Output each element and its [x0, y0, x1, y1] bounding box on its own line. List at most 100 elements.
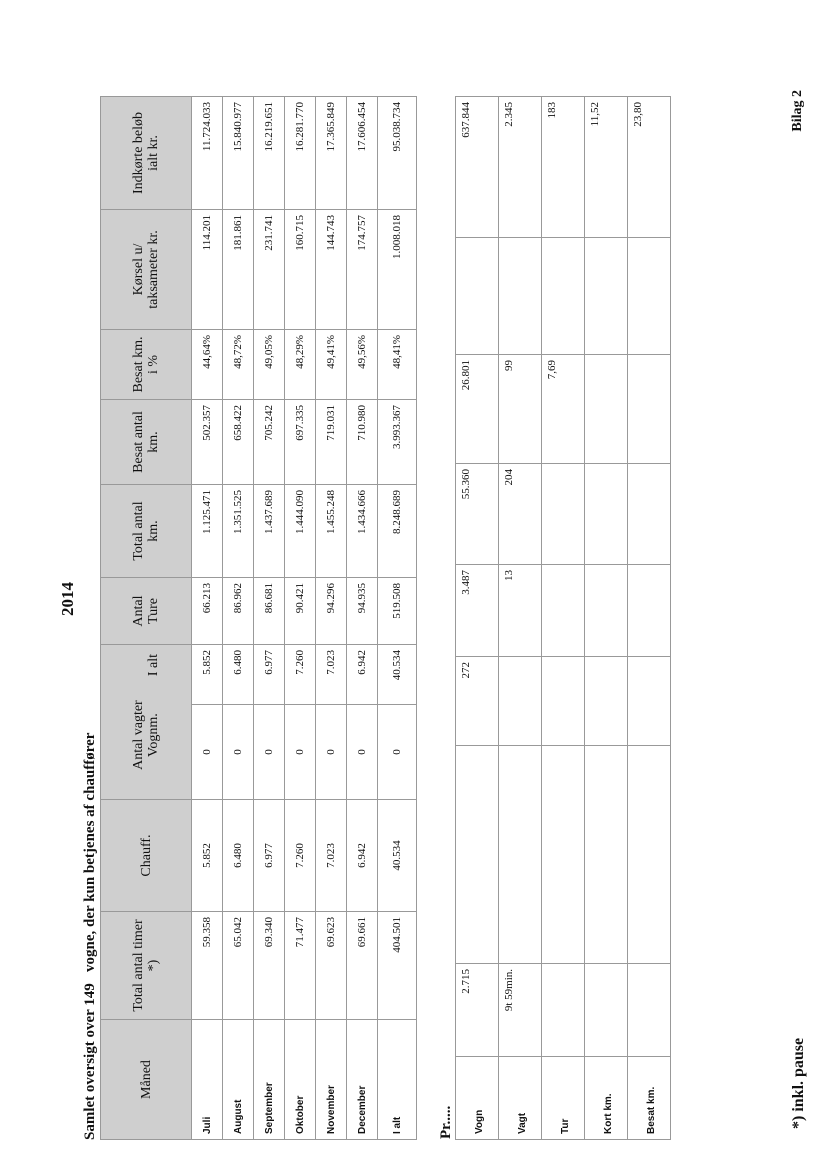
cell-rev: 11,52	[584, 96, 628, 238]
cell-pct: 48,72%	[222, 329, 254, 400]
cell-km	[541, 463, 585, 565]
header-total-km: Total antal km.	[100, 484, 192, 578]
cell-label: Kort km.	[584, 1056, 628, 1140]
cell-km: 55.360	[455, 463, 499, 565]
cell-empty	[541, 745, 585, 964]
table-row: Juli 59.358 5.852 0 5.852 66.213 1.125.471 502.…	[191, 96, 223, 1140]
header-chauff: Chauff.	[100, 799, 192, 912]
table-row: December 69.661 6.942 0 6.942 94.935 1.434.666…	[346, 96, 378, 1140]
cell-trips: 13	[498, 564, 542, 657]
per-row: Besat km. 23,80	[627, 96, 671, 1140]
per-label: Pr.....	[438, 1105, 454, 1139]
cell-trips: 90.421	[284, 577, 316, 645]
cell-rev: 17.606.454	[346, 96, 378, 210]
header-shifts-label: Antal vagter	[131, 700, 146, 770]
monthly-table: Måned Total antal timer *) Chauff. Antal…	[100, 96, 417, 1140]
cell-trips: 66.213	[191, 577, 223, 645]
cell-total	[584, 656, 628, 746]
cell-hours: 71.477	[284, 911, 316, 1020]
cell-label: Tur	[541, 1056, 585, 1140]
cell-meter: 160.715	[284, 209, 316, 330]
cell-occ: 705.242	[253, 399, 285, 485]
cell-meter: 114.201	[191, 209, 223, 330]
cell-label: Besat km.	[627, 1056, 671, 1140]
cell-hours	[627, 963, 671, 1057]
cell-chauff: 6.942	[346, 799, 378, 912]
appendix-label: Bilag 2	[790, 90, 805, 132]
cell-total: 5.852	[191, 644, 223, 705]
cell-chauff: 6.977	[253, 799, 285, 912]
footnote: *) inkl. pause	[790, 1037, 807, 1129]
cell-pct: 49,56%	[346, 329, 378, 400]
cell-rev: 17.365.849	[315, 96, 347, 210]
cell-trips: 86.962	[222, 577, 254, 645]
cell-km: 1.434.666	[346, 484, 378, 578]
header-occ-km: Besat antal km.	[100, 399, 192, 485]
cell-pct: 49,41%	[315, 329, 347, 400]
cell-empty	[455, 237, 499, 355]
cell-rev: 16.281.770	[284, 96, 316, 210]
table-row: I alt 404.501 40.534 0 40.534 519.508 8.248.68…	[377, 96, 417, 1140]
cell-chauff: 40.534	[377, 799, 417, 912]
cell-month: Juli	[191, 1019, 223, 1140]
header-row: Måned Total antal timer *) Chauff. Antal…	[100, 96, 192, 1140]
cell-month: November	[315, 1019, 347, 1140]
cell-chauff: 7.260	[284, 799, 316, 912]
cell-total: 7.260	[284, 644, 316, 705]
cell-trips: 94.935	[346, 577, 378, 645]
cell-rev: 95.038.734	[377, 96, 417, 210]
cell-vogn: 0	[346, 704, 378, 800]
page-title: Samlet oversigt over 149 vogne, der kun …	[82, 732, 98, 1140]
cell-total: 6.480	[222, 644, 254, 705]
cell-chauff: 7.023	[315, 799, 347, 912]
cell-hours	[584, 963, 628, 1057]
cell-vogn: 0	[222, 704, 254, 800]
cell-empty	[584, 237, 628, 355]
cell-occ: 697.335	[284, 399, 316, 485]
cell-km	[584, 463, 628, 565]
per-row: Tur 7,69 183	[541, 96, 585, 1140]
cell-empty	[455, 745, 499, 964]
cell-month: Oktober	[284, 1019, 316, 1140]
cell-occ: 502.357	[191, 399, 223, 485]
cell-km: 204	[498, 463, 542, 565]
cell-total	[627, 656, 671, 746]
header-occ-pct: Besat km. i %	[100, 329, 192, 400]
cell-rev: 637.844	[455, 96, 499, 238]
cell-occ: 710.980	[346, 399, 378, 485]
cell-occ: 658.422	[222, 399, 254, 485]
cell-hours: 9t 59min.	[498, 963, 542, 1057]
cell-vogn: 0	[284, 704, 316, 800]
per-row: Vagt 9t 59min. 13 204 99 2.345	[498, 96, 542, 1140]
cell-hours: 69.340	[253, 911, 285, 1020]
header-meter-off: Kørsel u/ taksameter kr.	[100, 209, 192, 330]
cell-empty	[498, 745, 542, 964]
cell-meter: 231.741	[253, 209, 285, 330]
cell-label: Vagt	[498, 1056, 542, 1140]
cell-pct: 48,29%	[284, 329, 316, 400]
header-total-hours: Total antal timer *)	[100, 911, 192, 1020]
per-row: Kort km. 11,52	[584, 96, 628, 1140]
cell-meter: 144.743	[315, 209, 347, 330]
cell-rev: 16.219.651	[253, 96, 285, 210]
cell-occ	[627, 354, 671, 464]
header-month: Måned	[100, 1019, 192, 1140]
cell-pct: 49,05%	[253, 329, 285, 400]
cell-pct: 44,64%	[191, 329, 223, 400]
cell-trips: 86.681	[253, 577, 285, 645]
per-row: Vogn 2.715 272 3.487 55.360 26.801 637.844	[455, 96, 499, 1140]
cell-km	[627, 463, 671, 565]
cell-month: December	[346, 1019, 378, 1140]
cell-total: 6.977	[253, 644, 285, 705]
cell-total: 7.023	[315, 644, 347, 705]
cell-vogn: 0	[253, 704, 285, 800]
cell-rev: 23,80	[627, 96, 671, 238]
table-row: Oktober 71.477 7.260 0 7.260 90.421 1.444.090 6…	[284, 96, 316, 1140]
cell-rev: 183	[541, 96, 585, 238]
cell-chauff: 6.480	[222, 799, 254, 912]
cell-occ: 7,69	[541, 354, 585, 464]
cell-occ	[584, 354, 628, 464]
cell-empty	[627, 745, 671, 964]
cell-rev: 2.345	[498, 96, 542, 238]
